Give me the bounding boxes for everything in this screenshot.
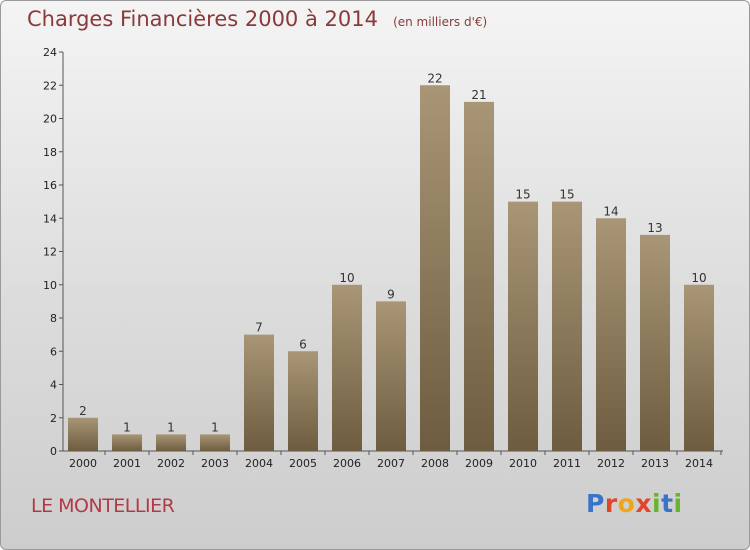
y-tick-label: 20	[43, 113, 57, 126]
y-tick-label: 16	[43, 179, 57, 192]
x-tick-label: 2006	[333, 457, 361, 470]
bar	[332, 284, 362, 451]
bar	[420, 85, 450, 451]
y-tick-label: 4	[50, 379, 57, 392]
bar	[156, 434, 186, 451]
y-tick-label: 2	[50, 412, 57, 425]
town-name: LE MONTELLIER	[31, 495, 175, 517]
data-label: 22	[427, 71, 442, 85]
bar	[552, 201, 582, 451]
data-label: 9	[387, 287, 395, 301]
bar	[200, 434, 230, 451]
x-tick-label: 2008	[421, 457, 449, 470]
x-tick-label: 2007	[377, 457, 405, 470]
bar	[112, 434, 142, 451]
data-label: 21	[471, 88, 486, 102]
y-tick-label: 6	[50, 345, 57, 358]
bar	[244, 334, 274, 451]
y-tick-label: 18	[43, 146, 57, 159]
x-tick-label: 2003	[201, 457, 229, 470]
bar	[596, 218, 626, 451]
x-tick-label: 2004	[245, 457, 273, 470]
y-tick-label: 12	[43, 246, 57, 259]
bar	[640, 234, 670, 451]
bar	[288, 351, 318, 451]
proxiti-logo: Proxiti	[586, 489, 683, 518]
x-tick-label: 2001	[113, 457, 141, 470]
bar	[464, 101, 494, 451]
data-label: 15	[559, 188, 574, 202]
data-label: 1	[123, 420, 131, 434]
chart-title-block: Charges Financières 2000 à 2014 (en mill…	[27, 7, 487, 31]
data-label: 10	[691, 271, 706, 285]
data-label: 7	[255, 321, 263, 335]
y-tick-label: 24	[43, 46, 57, 59]
data-label: 13	[647, 221, 662, 235]
bar	[376, 301, 406, 451]
bar	[684, 284, 714, 451]
x-tick-label: 2009	[465, 457, 493, 470]
bar	[508, 201, 538, 451]
y-tick-label: 8	[50, 312, 57, 325]
chart-title: Charges Financières 2000 à 2014	[27, 7, 378, 31]
data-label: 15	[515, 188, 530, 202]
x-tick-label: 2014	[685, 457, 713, 470]
x-tick-label: 2011	[553, 457, 581, 470]
x-tick-label: 2013	[641, 457, 669, 470]
chart-unit: (en milliers d'€)	[393, 15, 488, 29]
y-tick-label: 22	[43, 79, 57, 92]
data-label: 6	[299, 337, 307, 351]
x-tick-label: 2005	[289, 457, 317, 470]
bars	[68, 85, 714, 451]
data-label: 1	[167, 420, 175, 434]
x-tick-label: 2000	[69, 457, 97, 470]
bar	[68, 417, 98, 451]
data-label: 1	[211, 420, 219, 434]
data-label: 2	[79, 404, 87, 418]
x-tick-label: 2012	[597, 457, 625, 470]
x-tick-label: 2010	[509, 457, 537, 470]
y-tick-label: 14	[43, 212, 57, 225]
y-tick-label: 10	[43, 279, 57, 292]
data-label: 10	[339, 271, 354, 285]
y-tick-label: 0	[50, 445, 57, 458]
x-tick-label: 2002	[157, 457, 185, 470]
data-label: 14	[603, 204, 618, 218]
